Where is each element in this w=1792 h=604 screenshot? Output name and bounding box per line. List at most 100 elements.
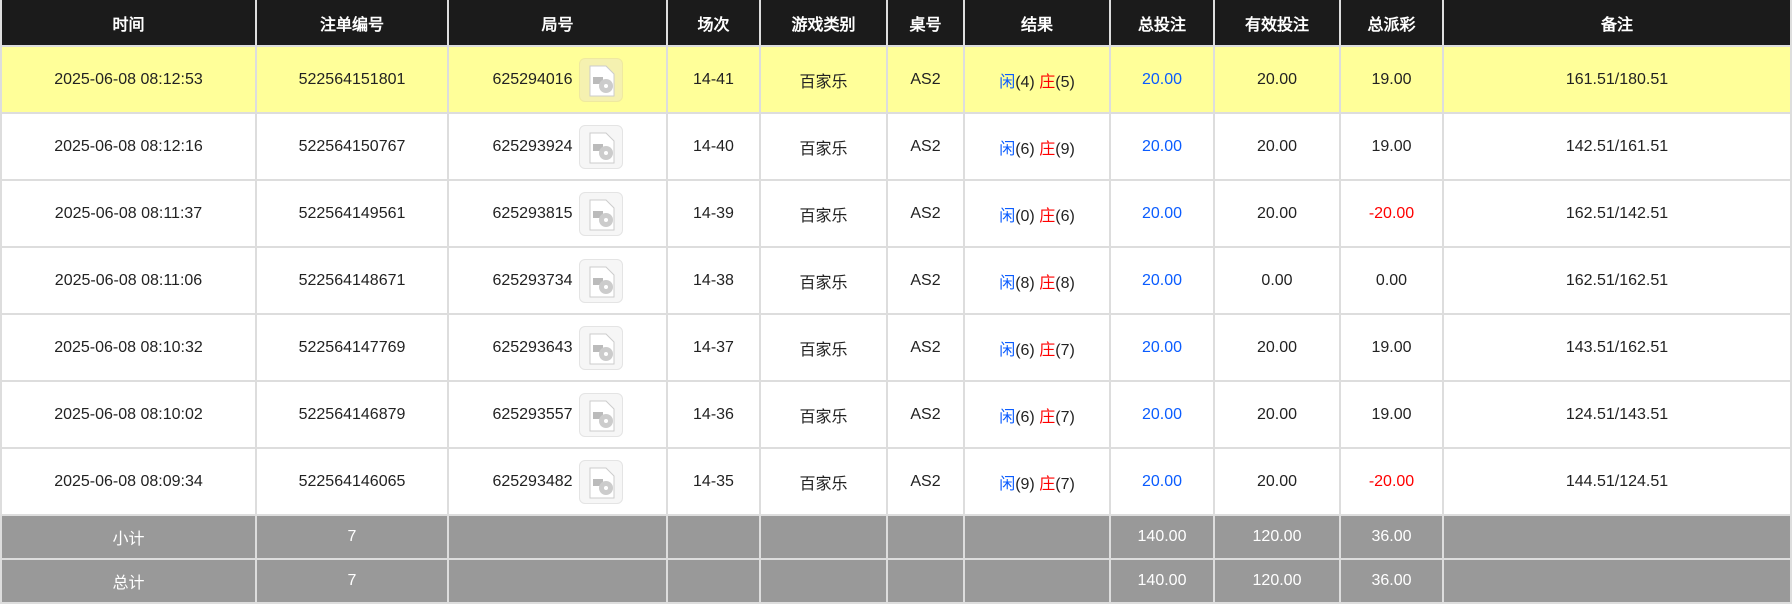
cell-payout: 19.00	[1339, 313, 1444, 382]
cell-game-type: 百家乐	[759, 447, 888, 516]
cell-valid-bet: 20.00	[1213, 380, 1341, 449]
cell-time: 2025-06-08 08:10:32	[0, 313, 257, 382]
table-row[interactable]: 2025-06-08 08:12:53 522564151801 6252940…	[0, 45, 1792, 114]
header-result[interactable]: 结果	[963, 0, 1111, 47]
cell-bet-id: 522564146065	[255, 447, 449, 516]
cell-shoe: 14-35	[666, 447, 761, 516]
table-row[interactable]: 2025-06-08 08:11:06 522564148671 6252937…	[0, 246, 1792, 315]
cell-round: 625293482	[447, 447, 668, 516]
video-replay-icon[interactable]	[578, 124, 623, 169]
subtotal-valid-bet: 120.00	[1213, 514, 1341, 560]
header-time[interactable]: 时间	[0, 0, 257, 47]
banker-label: 庄	[1039, 140, 1056, 158]
video-replay-icon[interactable]	[578, 191, 623, 236]
video-replay-icon[interactable]	[578, 258, 623, 303]
banker-score: (7)	[1055, 341, 1075, 359]
cell-note: 161.51/180.51	[1442, 45, 1792, 114]
player-label: 闲	[999, 73, 1016, 91]
cell-round: 625293643	[447, 313, 668, 382]
banker-score: (8)	[1055, 274, 1075, 292]
round-number: 625293815	[492, 204, 573, 222]
cell-payout: 0.00	[1339, 246, 1444, 315]
header-shoe[interactable]: 场次	[666, 0, 761, 47]
cell-valid-bet: 20.00	[1213, 313, 1341, 382]
cell-game-type: 百家乐	[759, 380, 888, 449]
cell-note: 162.51/162.51	[1442, 246, 1792, 315]
header-round[interactable]: 局号	[447, 0, 668, 47]
header-game-type[interactable]: 游戏类别	[759, 0, 888, 47]
video-replay-icon[interactable]	[578, 325, 623, 370]
header-payout[interactable]: 总派彩	[1339, 0, 1444, 47]
cell-shoe: 14-40	[666, 112, 761, 181]
subtotal-payout: 36.00	[1339, 514, 1444, 560]
video-replay-icon[interactable]	[578, 459, 623, 504]
cell-payout: -20.00	[1339, 447, 1444, 516]
video-replay-icon[interactable]	[578, 57, 623, 102]
round-number: 625293643	[492, 338, 573, 356]
cell-payout: 19.00	[1339, 380, 1444, 449]
total-count: 7	[255, 558, 449, 604]
cell-total-bet: 20.00	[1109, 447, 1215, 516]
cell-total-bet: 20.00	[1109, 179, 1215, 248]
cell-result: 闲(6) 庄(7)	[963, 380, 1111, 449]
cell-game-type: 百家乐	[759, 45, 888, 114]
cell-valid-bet: 20.00	[1213, 45, 1341, 114]
header-note[interactable]: 备注	[1442, 0, 1792, 47]
banker-score: (7)	[1055, 408, 1075, 426]
cell-game-type: 百家乐	[759, 179, 888, 248]
banker-label: 庄	[1039, 274, 1056, 292]
cell-shoe: 14-41	[666, 45, 761, 114]
cell-table-no: AS2	[886, 380, 965, 449]
cell-game-type: 百家乐	[759, 112, 888, 181]
round-number: 625293557	[492, 405, 573, 423]
banker-label: 庄	[1039, 475, 1056, 493]
table-row[interactable]: 2025-06-08 08:10:02 522564146879 6252935…	[0, 380, 1792, 449]
player-label: 闲	[999, 140, 1016, 158]
cell-bet-id: 522564148671	[255, 246, 449, 315]
cell-shoe: 14-38	[666, 246, 761, 315]
cell-total-bet: 20.00	[1109, 380, 1215, 449]
cell-payout: 19.00	[1339, 112, 1444, 181]
cell-payout: -20.00	[1339, 179, 1444, 248]
table-row[interactable]: 2025-06-08 08:10:32 522564147769 6252936…	[0, 313, 1792, 382]
table-row[interactable]: 2025-06-08 08:09:34 522564146065 6252934…	[0, 447, 1792, 516]
table-row[interactable]: 2025-06-08 08:12:16 522564150767 6252939…	[0, 112, 1792, 181]
banker-score: (7)	[1055, 475, 1075, 493]
cell-result: 闲(8) 庄(8)	[963, 246, 1111, 315]
banker-score: (5)	[1055, 73, 1075, 91]
player-label: 闲	[999, 408, 1016, 426]
cell-bet-id: 522564149561	[255, 179, 449, 248]
subtotal-row: 小计 7 140.00 120.00 36.00	[0, 514, 1792, 560]
cell-round: 625293734	[447, 246, 668, 315]
player-label: 闲	[999, 274, 1016, 292]
total-row: 总计 7 140.00 120.00 36.00	[0, 558, 1792, 604]
cell-game-type: 百家乐	[759, 246, 888, 315]
player-label: 闲	[999, 475, 1016, 493]
cell-total-bet: 20.00	[1109, 112, 1215, 181]
header-table-no[interactable]: 桌号	[886, 0, 965, 47]
header-total-bet[interactable]: 总投注	[1109, 0, 1215, 47]
video-replay-icon[interactable]	[578, 392, 623, 437]
cell-game-type: 百家乐	[759, 313, 888, 382]
cell-note: 142.51/161.51	[1442, 112, 1792, 181]
subtotal-count: 7	[255, 514, 449, 560]
header-bet-id[interactable]: 注单编号	[255, 0, 449, 47]
table-header: 时间 注单编号 局号 场次 游戏类别 桌号 结果 总投注 有效投注 总派彩 备注	[0, 0, 1792, 47]
cell-note: 144.51/124.51	[1442, 447, 1792, 516]
round-number: 625293734	[492, 271, 573, 289]
cell-shoe: 14-36	[666, 380, 761, 449]
cell-table-no: AS2	[886, 313, 965, 382]
player-score: (6)	[1015, 140, 1035, 158]
player-score: (8)	[1015, 274, 1035, 292]
banker-label: 庄	[1039, 341, 1056, 359]
cell-result: 闲(4) 庄(5)	[963, 45, 1111, 114]
cell-time: 2025-06-08 08:09:34	[0, 447, 257, 516]
player-score: (9)	[1015, 475, 1035, 493]
table-row[interactable]: 2025-06-08 08:11:37 522564149561 6252938…	[0, 179, 1792, 248]
player-label: 闲	[999, 207, 1016, 225]
banker-score: (6)	[1055, 207, 1075, 225]
cell-shoe: 14-37	[666, 313, 761, 382]
header-valid-bet[interactable]: 有效投注	[1213, 0, 1341, 47]
cell-round: 625293924	[447, 112, 668, 181]
